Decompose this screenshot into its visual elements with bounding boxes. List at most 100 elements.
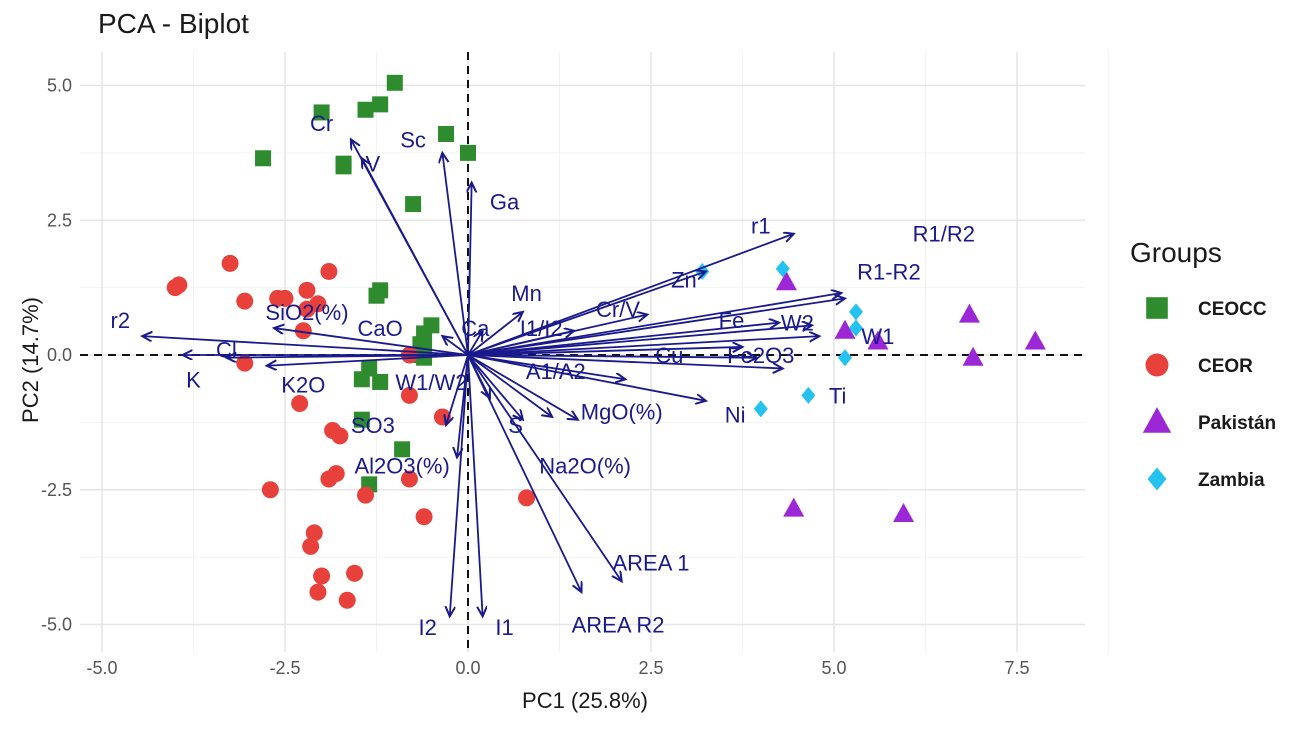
x-tick-label: -2.5 — [269, 658, 300, 678]
vector-sio2- — [274, 328, 469, 356]
chart-title: PCA - Biplot — [98, 8, 249, 39]
vector-label-w1-w2: W1/W2 — [395, 370, 467, 395]
point-zambia — [753, 400, 768, 418]
point-zambia — [801, 386, 816, 404]
point-pakistn — [962, 346, 984, 366]
legend-key-zambia — [1147, 467, 1167, 491]
vector-label-na2o-: Na2O(%) — [539, 453, 631, 478]
vector-label-a1-a2: A1/A2 — [526, 359, 586, 384]
legend-label-zambia: Zambia — [1198, 470, 1265, 491]
point-pakistn — [867, 330, 889, 350]
vector-label-r2: r2 — [111, 308, 131, 333]
point-zambia — [837, 349, 852, 367]
point-ceor — [415, 508, 433, 526]
legend-key-ceor — [1145, 353, 1169, 377]
vector-label-k2o: K2O — [281, 373, 325, 398]
point-zambia — [848, 303, 863, 321]
vector-r2 — [142, 336, 469, 356]
legend-title: Groups — [1130, 237, 1222, 268]
y-tick-label: -5.0 — [41, 615, 72, 635]
point-ceor — [357, 486, 375, 504]
point-ceor — [400, 470, 418, 488]
vector-label-sc: Sc — [400, 127, 426, 152]
vector-i1 — [467, 354, 483, 616]
point-ceor — [294, 322, 312, 340]
vector-a1-a2 — [467, 354, 625, 379]
point-ceocc — [438, 126, 455, 143]
x-tick-label: 5.0 — [821, 658, 846, 678]
vector-k2o — [267, 354, 469, 366]
vector-label-sio2-: SiO2(%) — [265, 300, 348, 325]
point-ceocc — [255, 150, 272, 167]
vector-zn — [467, 271, 706, 356]
y-tick-label: 0.0 — [47, 345, 72, 365]
vector-label-ga: Ga — [490, 189, 520, 214]
vector-mn — [467, 312, 523, 356]
vector-label-so3: SO3 — [351, 413, 395, 438]
vector-label-r1-r2: R1/R2 — [913, 222, 975, 247]
vector-label-area-1: AREA 1 — [612, 551, 689, 576]
vector-r1 — [467, 234, 794, 356]
vector-w1 — [467, 336, 819, 356]
x-tick-label: 2.5 — [638, 658, 663, 678]
vector-w2 — [467, 325, 812, 356]
vector-label-cr-v: Cr/V — [596, 297, 640, 322]
point-ceocc — [357, 101, 374, 118]
vector-label-i1-i2: I1/I2 — [520, 316, 563, 341]
vector-sc — [442, 153, 469, 356]
point-ceor — [305, 524, 323, 542]
vector-label-k: K — [186, 367, 201, 392]
point-pakistn — [834, 319, 856, 339]
loading-vectors — [142, 139, 845, 616]
vector-fe — [467, 323, 779, 356]
point-ceocc — [460, 144, 476, 161]
point-ceocc — [372, 96, 389, 113]
point-ceor — [302, 537, 320, 555]
legend: Groups CEOCC CEOR Pakistán Zambia — [1130, 237, 1276, 491]
vector-label-cao: CaO — [358, 316, 403, 341]
point-ceor — [269, 289, 287, 307]
point-pakistn — [893, 503, 915, 523]
vector-r1-r2 — [467, 298, 845, 356]
point-ceor — [320, 470, 338, 488]
vector-area-1 — [467, 354, 622, 581]
vector-label-cr: Cr — [310, 111, 333, 136]
vector-label-r1-r2: R1-R2 — [857, 259, 921, 284]
vector-i1-i2 — [467, 331, 574, 356]
y-tick-label: 5.0 — [47, 76, 72, 96]
vector-ca — [467, 331, 483, 356]
vector-label-cl: Cl — [216, 338, 237, 363]
point-ceor — [313, 567, 331, 585]
vector-label-al2o3-: Al2O3(%) — [354, 453, 449, 478]
vector-label-mgo-: MgO(%) — [581, 400, 663, 425]
point-pakistn — [775, 271, 797, 291]
vector-label-fe2o3: Fe2O3 — [727, 343, 794, 368]
point-ceocc — [405, 196, 422, 213]
vector-label-mn: Mn — [511, 281, 542, 306]
vector-label-s: S — [508, 413, 523, 438]
point-ceocc — [335, 158, 352, 175]
point-ceocc — [313, 104, 330, 121]
vector-w1-w2 — [467, 354, 490, 398]
point-ceor — [298, 281, 316, 299]
vector-label-zn: Zn — [671, 268, 697, 293]
point-ceor — [331, 427, 349, 445]
vector-v — [362, 158, 469, 356]
vector-label-fe: Fe — [719, 308, 745, 333]
point-ceor — [261, 481, 279, 499]
point-ceor — [346, 564, 364, 582]
legend-key-pakistn — [1142, 407, 1172, 433]
vector-label-r1: r1 — [751, 214, 771, 239]
vector-label-i2: I2 — [419, 615, 437, 640]
x-tick-label: 7.5 — [1004, 658, 1029, 678]
y-tick-label: -2.5 — [41, 480, 72, 500]
vector-r1-r2 — [467, 293, 841, 356]
vector-s — [467, 354, 523, 420]
point-ceor — [166, 279, 184, 297]
vector-ti — [467, 355, 757, 358]
vector-label-ca: Ca — [461, 316, 490, 341]
point-ceor — [320, 262, 338, 280]
vector-label-w2: W2 — [781, 311, 814, 336]
vector-k — [226, 355, 469, 358]
